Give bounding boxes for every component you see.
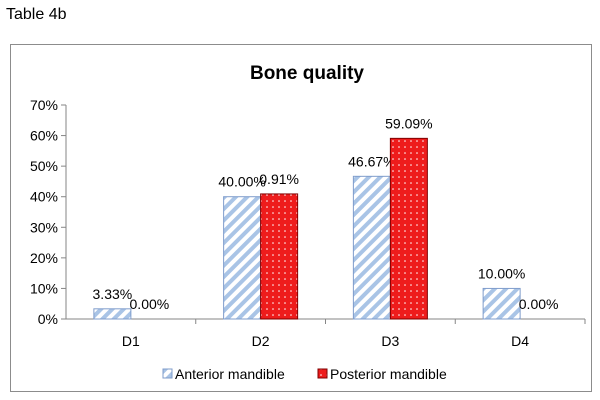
y-tick-label: 20% [30, 250, 58, 266]
chart-title: Bone quality [250, 63, 364, 84]
data-label: 40.00% [218, 174, 265, 190]
data-label: 10.00% [478, 265, 525, 281]
data-label: 59.09% [385, 115, 432, 131]
y-tick-label: 50% [30, 158, 58, 174]
y-tick-label: 10% [30, 280, 58, 296]
y-tick-label: 40% [30, 189, 58, 205]
y-tick-label: 0% [38, 311, 58, 327]
x-tick-label: D4 [511, 333, 529, 349]
chart-frame [10, 44, 592, 392]
data-label: 0.00% [130, 296, 170, 312]
data-label: 0.00% [519, 296, 559, 312]
data-label: 3.33% [93, 286, 133, 302]
caption-label: Table 4b [6, 6, 67, 23]
bar-posterior-d2 [260, 193, 299, 320]
x-tick-label: D1 [122, 333, 140, 349]
bar-anterior-d4 [482, 287, 521, 320]
bar-anterior-d1 [93, 308, 132, 320]
x-tick-label: D3 [381, 333, 399, 349]
y-tick-label: 30% [30, 219, 58, 235]
legend-swatch-posterior [317, 368, 328, 379]
legend-label: Posterior mandible [330, 366, 447, 382]
y-tick-label: 70% [30, 97, 58, 113]
bar-posterior-d3 [389, 137, 428, 320]
x-tick-label: D2 [252, 333, 270, 349]
bar-anterior-d2 [223, 196, 262, 320]
data-label: 0.91% [259, 171, 299, 187]
legend-label: Anterior mandible [175, 366, 285, 382]
y-tick-label: 60% [30, 128, 58, 144]
bar-anterior-d3 [352, 175, 391, 320]
legend-swatch-anterior [162, 368, 173, 379]
data-label: 46.67% [348, 153, 395, 169]
